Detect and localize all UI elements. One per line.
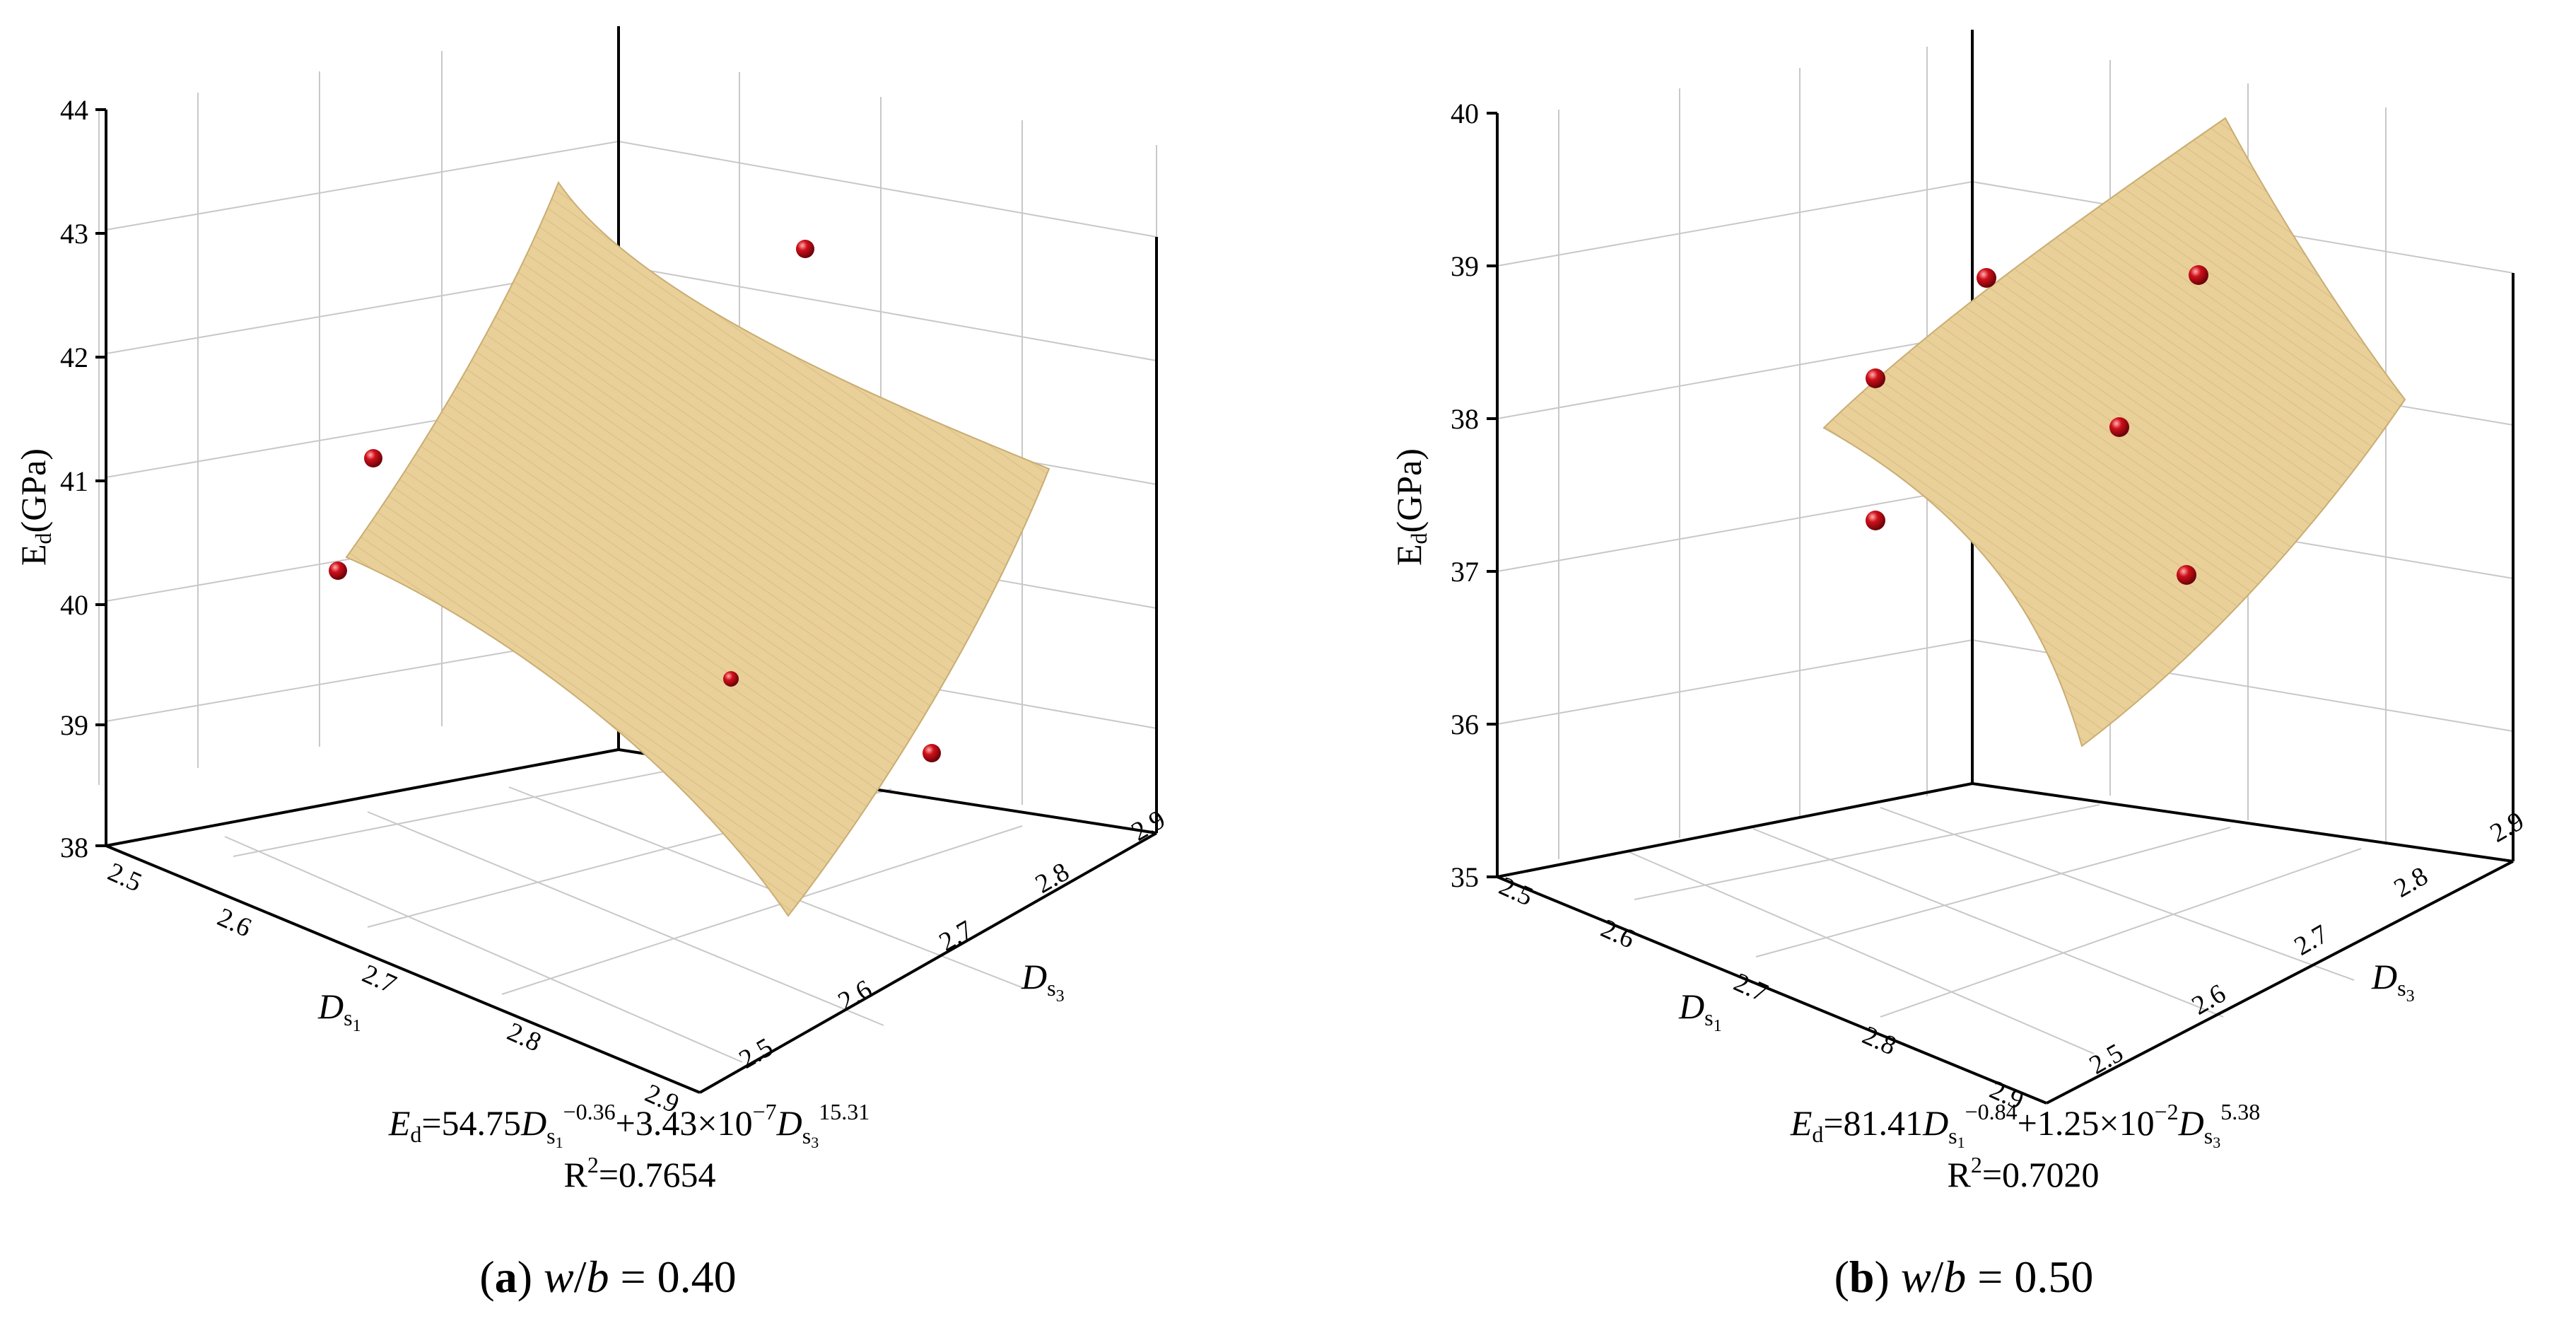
panel-a-x-tick-labels: 2.5 2.6 2.7 2.8 2.9: [103, 857, 683, 1119]
panel-a-y-axis-title: Ed(GPa): [13, 448, 56, 566]
panel-b-y-tick-label: 36: [1451, 709, 1479, 740]
data-point: [1866, 511, 1885, 530]
panel-b-z-tick-label: 2.7: [2290, 919, 2334, 962]
panel-b-r-squared: R2=0.7020: [1947, 1152, 2099, 1194]
panel-a-y-tick-label: 38: [60, 832, 88, 863]
data-point: [1977, 268, 1996, 288]
panel-b-x-axis-title: Ds1: [1678, 986, 1722, 1035]
panel-a-y-tick-label: 40: [60, 589, 88, 621]
panel-a-r-squared: R2=0.7654: [563, 1152, 715, 1194]
panel-a-data-points: [329, 240, 941, 762]
panel-b-y-tick-label: 39: [1451, 250, 1479, 282]
panel-a-caption: (a) w/b = 0.40: [479, 1252, 736, 1302]
panel-b-axis-frame: [1496, 30, 2514, 1105]
data-point: [723, 671, 739, 687]
data-point: [329, 561, 347, 580]
panel-a-z-tick-label: 2.7: [935, 915, 978, 957]
chart-panel-b: 40 39 38 37 36 35 2.5 2.6 2.7 2.8 2.9 2.…: [1389, 30, 2529, 1302]
panel-a-y-tick-label: 42: [60, 342, 88, 373]
panel-b-z-tick-label: 2.9: [2486, 806, 2529, 849]
panel-a-x-tick-label: 2.8: [503, 1017, 545, 1058]
panel-b-z-tick-label: 2.8: [2389, 861, 2433, 904]
data-point: [796, 240, 814, 258]
panel-a-y-tick-labels: 44 43 42 41 40 39 38: [60, 94, 88, 863]
panel-a-z-tick-label: 2.6: [833, 974, 877, 1017]
panel-a-z-axis-title: Ds3: [1021, 957, 1065, 1006]
panel-b-data-points: [1866, 265, 2208, 585]
panel-b-z-axis-title: Ds3: [2371, 957, 2415, 1006]
data-point: [2109, 417, 2129, 437]
panel-a-back-wall-grid: [98, 51, 619, 785]
panel-a-y-ticks: [95, 108, 106, 847]
panel-b-floor-grid: [1625, 804, 2362, 1054]
panel-b-x-tick-label: 2.8: [1858, 1020, 1900, 1061]
panel-b-z-tick-label: 2.6: [2187, 979, 2231, 1021]
data-point: [1866, 368, 1885, 388]
panel-b-y-tick-label: 37: [1451, 556, 1479, 588]
panel-a-z-tick-label: 2.8: [1031, 857, 1075, 900]
panel-a-fit-equation: Ed=54.75Ds1−0.36+3.43×10−7Ds315.31: [388, 1099, 870, 1151]
panel-b-y-tick-labels: 40 39 38 37 36 35: [1451, 98, 1479, 893]
panel-a-x-axis-title: Ds1: [317, 986, 361, 1035]
panel-a-y-tick-label: 41: [60, 465, 88, 497]
panel-a-z-tick-label: 2.9: [1127, 805, 1171, 847]
panel-b-z-tick-labels: 2.5 2.6 2.7 2.8 2.9: [2085, 806, 2529, 1081]
panel-a-y-tick-label: 39: [60, 709, 88, 741]
panel-a-y-tick-label: 43: [60, 218, 88, 250]
chart-panel-a: 44 43 42 41 40 39 38 2.5 2.6 2.7 2.8 2.9…: [13, 26, 1171, 1302]
panel-b-back-wall-grid: [1497, 47, 1973, 859]
panel-a-x-tick-label: 2.6: [213, 902, 255, 943]
panel-b-fit-equation: Ed=81.41Ds1−0.84+1.25×10−2Ds35.38: [1790, 1099, 2260, 1151]
data-point: [2189, 265, 2208, 285]
panel-b-caption: (b) w/b = 0.50: [1834, 1252, 2094, 1302]
panel-b-x-tick-label: 2.7: [1729, 967, 1772, 1008]
panel-b-y-tick-label: 38: [1451, 403, 1479, 435]
data-point: [2177, 565, 2196, 585]
panel-a-fit-surface: [345, 180, 1050, 917]
data-point: [364, 449, 382, 467]
panel-b-y-tick-label: 35: [1451, 861, 1479, 893]
panel-a-floor-grid: [224, 752, 1026, 1063]
panel-b-z-tick-label: 2.5: [2085, 1038, 2129, 1081]
data-point: [923, 744, 941, 762]
panel-b-y-tick-label: 40: [1451, 98, 1479, 129]
panel-a-y-tick-label: 44: [60, 94, 88, 126]
panel-a-x-tick-label: 2.5: [103, 857, 146, 898]
panel-b-y-axis-title: Ed(GPa): [1389, 448, 1432, 566]
panel-b-y-ticks: [1487, 112, 1497, 878]
